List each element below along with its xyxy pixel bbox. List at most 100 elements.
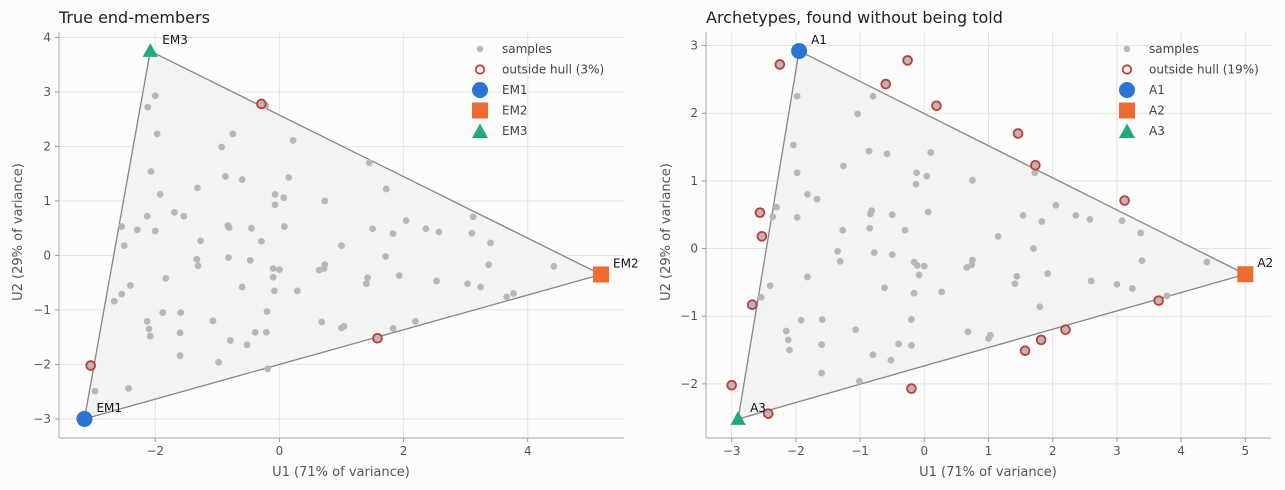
vertex-marker-em2 (593, 266, 610, 283)
sample-point (176, 329, 184, 337)
x-tick-label: 1 (985, 444, 993, 458)
sample-point (793, 92, 801, 100)
sample-point (382, 185, 390, 193)
sample-point (789, 141, 797, 149)
sample-point (927, 149, 935, 156)
sample-point (269, 273, 277, 281)
samples-series (91, 92, 558, 395)
sample-point (411, 317, 419, 325)
sample-point (769, 213, 777, 221)
sample-point (382, 253, 389, 260)
sample-point (818, 341, 825, 349)
sample-point (318, 318, 326, 326)
sample-point (321, 261, 329, 269)
y-tick-label: −2 (680, 377, 698, 391)
sample-point (1044, 270, 1051, 277)
sample-point (289, 137, 297, 144)
sample-point (901, 226, 909, 234)
sample-point (881, 284, 888, 292)
sample-point (969, 256, 976, 264)
legend-marker (1119, 82, 1135, 98)
legend: samples outside hull (19%) A1 A2 A3 (1118, 42, 1259, 139)
sample-point (1137, 229, 1145, 237)
y-tick-label: 4 (43, 30, 51, 44)
sample-point (915, 271, 923, 279)
sample-point (813, 195, 821, 203)
x-tick-label: −2 (787, 444, 805, 458)
sample-point (264, 365, 272, 373)
sample-point (920, 262, 928, 270)
sample-point (868, 207, 876, 215)
sample-point (1052, 201, 1060, 209)
outside-hull-point (762, 408, 774, 419)
legend-label: EM1 (502, 83, 528, 97)
sample-point (757, 293, 765, 301)
sample-point (1086, 216, 1094, 223)
sample-point (171, 208, 178, 216)
outside-hull-point (774, 59, 786, 70)
panel-archetypes: Archetypes, found without being told U1 … (659, 8, 1273, 480)
sample-point (177, 309, 185, 317)
sample-point (1072, 211, 1080, 219)
sample-point (215, 358, 222, 366)
sample-point (782, 327, 790, 335)
sample-point (869, 92, 877, 100)
outside-hull-point (746, 299, 758, 310)
y-tick-label: 1 (690, 174, 698, 188)
sample-point (883, 150, 891, 158)
sample-point (839, 162, 847, 170)
sample-point (147, 168, 155, 175)
legend-marker (471, 123, 489, 139)
outside-hull-point (726, 379, 737, 391)
outside-hull-point (754, 207, 766, 218)
sample-point (910, 289, 918, 297)
sample-point (1163, 292, 1171, 300)
sample-point (194, 184, 201, 192)
legend-marker (1123, 45, 1131, 53)
sample-point (221, 173, 229, 180)
x-tick-label: 2 (1049, 444, 1057, 458)
outside-hull-point (880, 78, 892, 90)
sample-point (369, 225, 376, 233)
sample-point (276, 266, 283, 274)
sample-point (91, 387, 99, 395)
sample-point (209, 317, 217, 325)
x-tick-label: −1 (851, 444, 869, 458)
sample-point (251, 328, 259, 336)
legend-label: EM2 (502, 104, 528, 118)
sample-point (818, 369, 825, 377)
legend-marker (1118, 123, 1136, 139)
sample-point (856, 377, 863, 385)
legend-label: A3 (1149, 124, 1165, 138)
x-tick-label: 3 (1113, 444, 1121, 458)
sample-point (834, 247, 842, 255)
sample-point (804, 191, 811, 198)
sample-point (395, 272, 403, 279)
sample-point (389, 230, 397, 238)
outside-hull-point (1019, 345, 1031, 357)
sample-point (389, 325, 397, 332)
outside-hull-point (906, 383, 917, 394)
legend-label: A2 (1149, 104, 1165, 118)
x-tick-label: 5 (1241, 444, 1249, 458)
vertex-label: A2 (1257, 256, 1273, 270)
x-axis-label: U1 (71% of variance) (272, 465, 410, 480)
legend-marker (476, 45, 484, 53)
sample-point (180, 212, 188, 220)
outside-hull-point (1030, 160, 1041, 171)
outside-hull-point (1153, 295, 1164, 306)
vertex-marker-a3 (730, 411, 746, 425)
sample-point (193, 255, 201, 263)
sample-point (1113, 280, 1121, 288)
sample-point (1138, 257, 1146, 265)
sample-point (503, 293, 511, 301)
sample-point (964, 328, 972, 336)
vertex-marker-a2 (1237, 266, 1254, 283)
y-tick-label: 1 (43, 194, 51, 208)
sample-point (285, 174, 293, 181)
sample-point (271, 287, 278, 295)
sample-point (321, 197, 329, 205)
sample-point (143, 317, 151, 325)
sample-point (912, 180, 920, 188)
outside-hull-point (85, 360, 96, 371)
